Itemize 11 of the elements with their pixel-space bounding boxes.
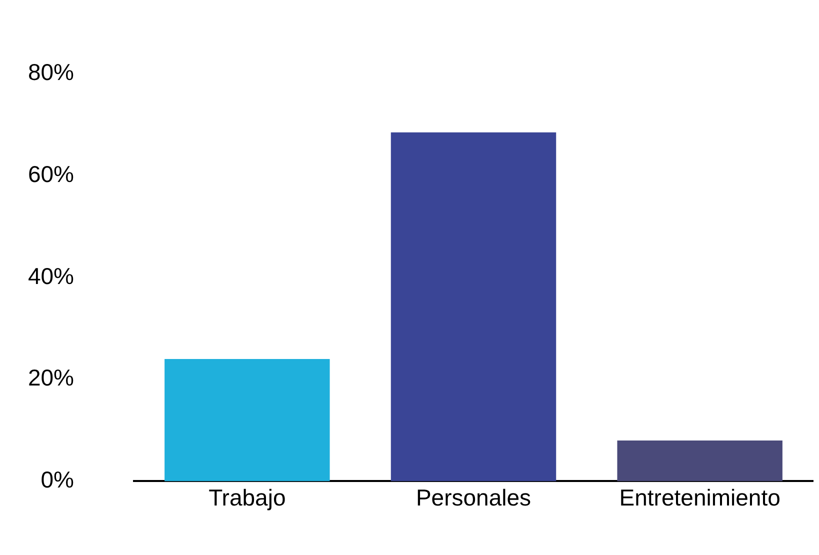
x-tick-label: Entretenimiento	[619, 484, 780, 510]
y-tick-label: 40%	[28, 262, 74, 289]
bar	[164, 358, 330, 482]
bar	[390, 132, 556, 482]
y-tick-label: 0%	[40, 466, 74, 493]
x-tick-label: Trabajo	[208, 484, 286, 510]
y-tick-label: 60%	[28, 160, 74, 187]
y-tick-label: 20%	[28, 364, 74, 391]
bar	[617, 440, 782, 482]
x-tick-label: Personales	[416, 484, 532, 510]
y-tick-label: 80%	[28, 59, 74, 86]
